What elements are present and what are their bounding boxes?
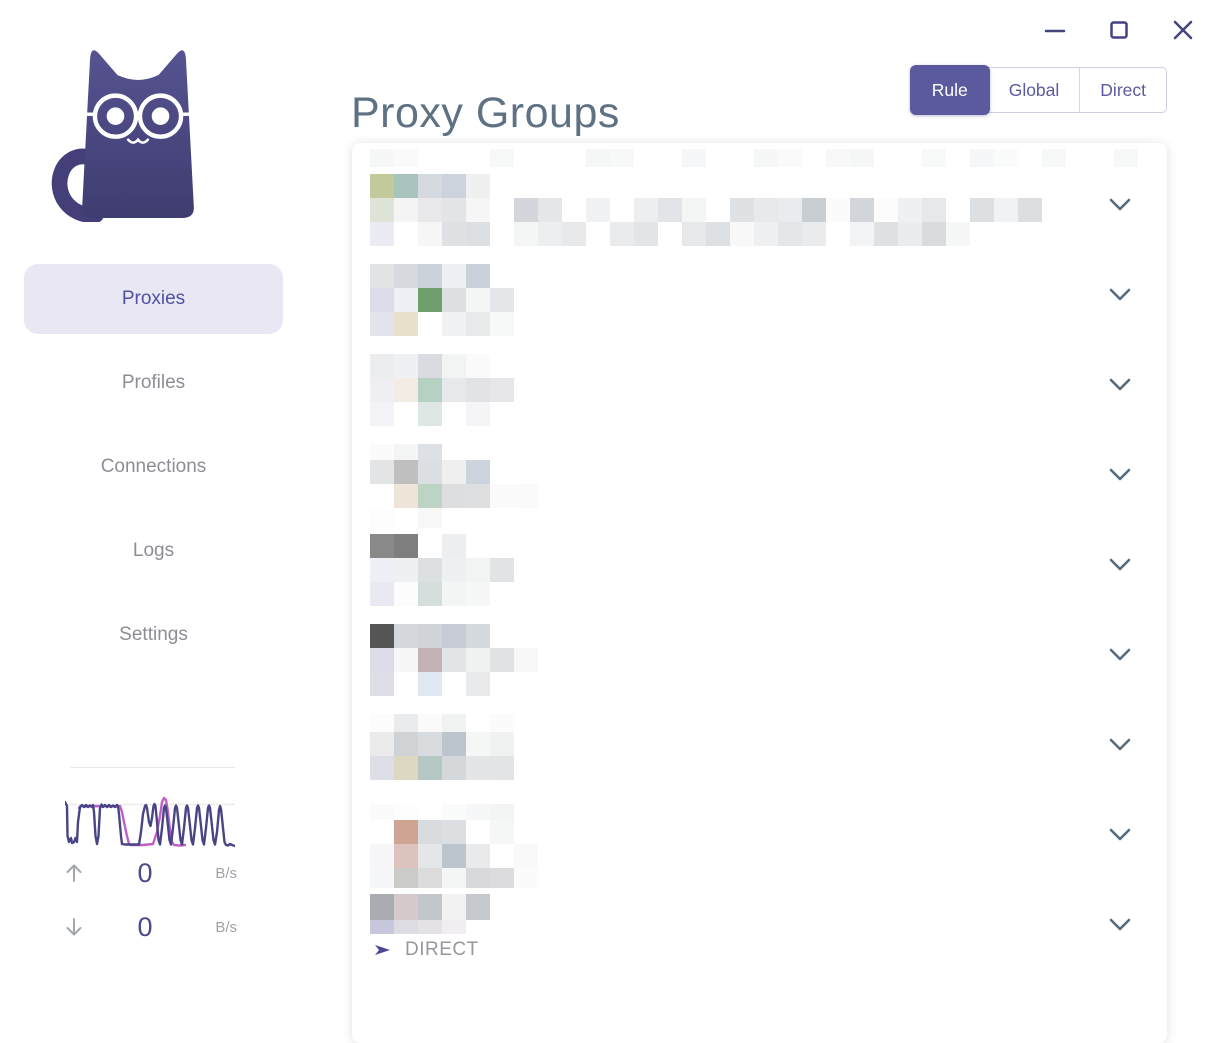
sidebar-item-logs[interactable]: Logs [132, 540, 175, 561]
redacted-text-mosaic [370, 894, 1149, 934]
cat-logo [51, 50, 194, 222]
cat-mouth [126, 137, 150, 144]
redacted-text-mosaic [370, 444, 1149, 528]
chevron-down-icon [1109, 648, 1131, 661]
redacted-text-mosaic [370, 174, 1149, 246]
group-expand-chevron[interactable] [1105, 644, 1135, 669]
sidebar-item-connections[interactable]: Connections [100, 456, 207, 477]
maximize-icon [1110, 21, 1128, 39]
traffic-line-secondary [77, 796, 187, 847]
sidebar-divider [70, 767, 235, 768]
redacted-text-mosaic [370, 264, 1149, 336]
redacted-text-mosaic [370, 534, 1149, 606]
minimize-icon [1044, 29, 1066, 33]
proxy-group-row[interactable] [370, 258, 1149, 348]
chevron-down-icon [1109, 288, 1131, 301]
selected-proxy-row[interactable]: DIRECT [370, 939, 1149, 961]
proxy-group-row[interactable] [370, 798, 1149, 888]
group-expand-chevron[interactable] [1105, 194, 1135, 219]
proxy-group-row[interactable] [370, 438, 1149, 528]
arrow-up-icon [63, 861, 87, 885]
proxy-group-row[interactable] [370, 168, 1149, 258]
cat-glasses-right [137, 93, 184, 139]
redacted-text-mosaic [370, 149, 1149, 168]
chevron-down-icon [1109, 198, 1131, 211]
redacted-text-mosaic [370, 804, 1149, 888]
redacted-text-mosaic [370, 714, 1149, 780]
proxy-group-row[interactable] [370, 528, 1149, 618]
selected-proxy-label: DIRECT [405, 939, 479, 960]
redacted-text-mosaic [370, 354, 1149, 426]
redacted-text-mosaic [370, 624, 1149, 696]
proxy-group-row[interactable] [370, 618, 1149, 708]
mode-button-rule[interactable]: Rule [909, 65, 990, 115]
download-value: 0 [137, 911, 153, 942]
close-button[interactable] [1170, 14, 1196, 46]
traffic-graph [65, 796, 235, 848]
proxy-group-row[interactable]: DIRECT [370, 888, 1149, 978]
arrow-down-icon [63, 915, 87, 939]
upload-stat: 0 B/s [63, 856, 237, 890]
sidebar-nav: Proxies Profiles Connections Logs Settings [24, 264, 283, 684]
window-controls [1042, 14, 1196, 46]
maximize-button[interactable] [1106, 14, 1132, 46]
chevron-down-icon [1109, 378, 1131, 391]
upload-unit: B/s [215, 864, 237, 882]
minimize-button[interactable] [1042, 14, 1068, 46]
group-expand-chevron[interactable] [1105, 554, 1135, 579]
chevron-down-icon [1109, 828, 1131, 841]
cat-body [82, 50, 194, 218]
download-unit: B/s [215, 918, 237, 936]
sidebar-item-proxies[interactable]: Proxies [24, 264, 283, 334]
send-arrow-icon [373, 941, 392, 959]
chevron-down-icon [1109, 468, 1131, 481]
chevron-down-icon [1109, 918, 1131, 931]
group-expand-chevron[interactable] [1105, 824, 1135, 849]
cat-tail [51, 148, 104, 222]
group-expand-chevron[interactable] [1105, 284, 1135, 309]
cat-glasses-left [92, 93, 139, 139]
proxy-group-list: DIRECT [352, 143, 1167, 1043]
group-expand-chevron[interactable] [1105, 734, 1135, 759]
group-expand-chevron[interactable] [1105, 374, 1135, 399]
traffic-line-primary [65, 800, 235, 848]
chevron-down-icon [1109, 558, 1131, 571]
sidebar-item-settings[interactable]: Settings [119, 624, 188, 645]
group-expand-chevron[interactable] [1105, 464, 1135, 489]
upload-value: 0 [137, 857, 153, 888]
mode-button-direct[interactable]: Direct [1079, 68, 1166, 112]
download-stat: 0 B/s [63, 910, 237, 944]
proxy-group-row[interactable] [370, 708, 1149, 798]
proxy-group-row[interactable] [370, 348, 1149, 438]
chevron-down-icon [1109, 738, 1131, 751]
mode-switch: Rule Global Direct [909, 65, 1167, 115]
mode-button-global[interactable]: Global [989, 68, 1080, 112]
close-icon [1173, 20, 1193, 40]
sidebar-item-profiles[interactable]: Profiles [121, 372, 186, 393]
page-title: Proxy Groups [351, 88, 620, 137]
group-expand-chevron[interactable] [1105, 914, 1135, 939]
